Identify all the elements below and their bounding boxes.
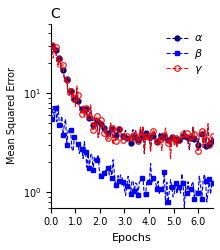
$\gamma$ [178, 138, 181, 141]
Line: $\alpha$: $\alpha$ [50, 44, 215, 156]
$\gamma$ [94, 126, 97, 130]
$\gamma$ [134, 129, 137, 132]
$\beta$ [183, 206, 186, 209]
$\beta$ [178, 186, 181, 189]
Y-axis label: Mean Squared Error: Mean Squared Error [7, 67, 17, 164]
$\gamma$ [51, 44, 53, 46]
$\beta$ [158, 192, 161, 195]
$\gamma$ [119, 127, 122, 130]
$\alpha$ [212, 140, 214, 142]
Text: C: C [51, 7, 60, 21]
$\beta$ [95, 159, 98, 162]
$\gamma$ [157, 143, 160, 146]
$\alpha$ [51, 44, 53, 48]
$\gamma$ [170, 136, 173, 140]
$\beta$ [170, 186, 173, 188]
$\alpha$ [134, 130, 137, 133]
$\alpha$ [158, 132, 161, 135]
Line: $\beta$: $\beta$ [50, 103, 215, 210]
$\alpha$ [119, 128, 122, 131]
X-axis label: Epochs: Epochs [112, 233, 152, 243]
Legend: $\alpha$, $\beta$, $\gamma$: $\alpha$, $\beta$, $\gamma$ [162, 29, 207, 80]
$\alpha$ [170, 135, 173, 138]
Line: $\gamma$: $\gamma$ [49, 42, 216, 162]
$\beta$ [121, 176, 123, 178]
$\beta$ [51, 118, 53, 120]
$\beta$ [136, 182, 138, 186]
$\alpha$ [94, 126, 97, 130]
$\alpha$ [178, 138, 181, 141]
$\beta$ [57, 104, 59, 107]
$\gamma$ [169, 157, 172, 160]
$\gamma$ [212, 134, 214, 138]
$\alpha$ [143, 152, 146, 155]
$\beta$ [212, 181, 214, 184]
